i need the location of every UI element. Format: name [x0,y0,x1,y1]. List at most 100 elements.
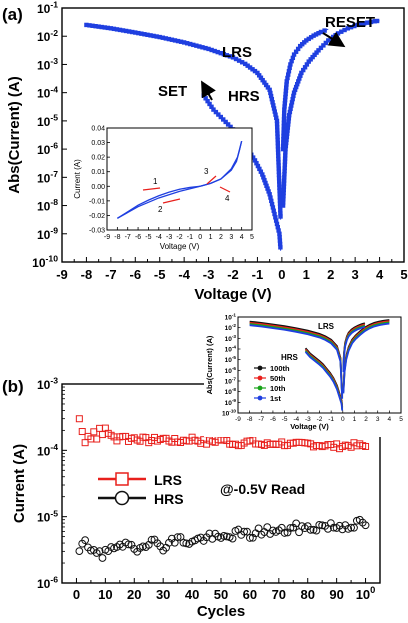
inset-x-tick-label-b: 0 [341,416,345,423]
marker-HRS_negative [255,163,261,169]
marker-LRS_negative [178,39,184,44]
inset-x-tick-label-a: -9 [104,234,110,241]
marker-HRS_negative [218,114,223,120]
marker-HRS_negative [264,183,269,188]
inset-y-tick-label-b: 10-2 [225,323,237,332]
marker-LRS_negative [160,35,165,40]
marker-LRS_positive [281,137,286,142]
hrs-marker [219,532,228,540]
marker-HRS_positive [286,113,292,118]
marker-HRS_positive [285,125,291,130]
hrs-marker [295,528,303,537]
marker-LRS_positive [304,38,309,43]
inset-x-tick-label-a: -6 [135,234,141,241]
marker-LRS_negative [218,50,223,56]
marker-HRS_negative [261,175,266,180]
inset-sweep-arrow-3 [206,175,217,185]
marker-LRS_positive [313,32,319,37]
marker-LRS_negative [123,28,129,34]
inset-x-tick-label-a: 3 [229,234,233,241]
legend-marker-hrs [114,490,130,506]
marker-HRS_negative [257,166,262,172]
marker-HRS_positive [283,143,289,149]
marker-HRS_positive [281,200,286,205]
marker-LRS_positive [316,31,321,36]
marker-LRS_negative [163,36,169,41]
marker-LRS_negative [206,46,211,52]
marker-LRS_negative [102,25,107,30]
legend-label-hrs: HRS [154,491,184,507]
inset-legend-label-10th: 10th [270,384,286,393]
marker-HRS_positive [342,27,347,33]
inset-x-tick-label-b: -2 [317,416,323,423]
marker-HRS_negative [213,109,219,115]
hrs-marker [361,521,370,530]
inset-y-tick-label-b: 10-10 [222,409,236,418]
marker-HRS_positive [284,134,290,139]
inset-y-tick-label-a: 0.02 [91,155,105,162]
marker-LRS_positive [284,85,289,90]
marker-HRS_negative [205,98,210,104]
x-tick-label-b: 60 [243,587,257,602]
marker-LRS_negative [275,140,280,146]
hrs-marker [139,542,147,551]
y-axis-title-a: Abs(Current) (A) [6,76,23,194]
marker-LRS_negative [277,198,283,203]
marker-LRS_negative [203,45,208,51]
marker-LRS_negative [148,33,153,38]
inset-curve-1st-3 [342,325,366,373]
lrs-marker [81,439,89,447]
marker-LRS_negative [154,34,159,39]
marker-LRS_negative [277,191,282,197]
marker-HRS_positive [316,48,321,53]
marker-LRS_positive [281,113,287,119]
marker-LRS_negative [277,195,283,200]
hrs-marker [306,525,315,534]
marker-LRS_negative [277,182,282,187]
marker-LRS_negative [145,32,150,38]
marker-HRS_positive [293,84,299,90]
marker-LRS_negative [262,80,267,85]
marker-LRS_positive [282,97,288,103]
inset-legend-label-100th: 100th [270,364,290,373]
marker-HRS_positive [348,24,354,30]
x-tick-label-a: 0 [278,267,285,282]
inset-sweep-label-2: 2 [158,205,163,214]
marker-HRS_positive [289,100,295,105]
marker-HRS_positive [281,190,286,196]
marker-LRS_negative [272,109,277,114]
inset-y-tick-label-b: 10-9 [225,398,237,407]
inset-y-tick-label-a: -0.03 [89,228,105,235]
marker-LRS_positive [281,130,286,135]
marker-LRS_negative [166,36,172,42]
marker-HRS_positive [283,153,288,158]
hrs-marker [240,527,249,536]
hrs-marker [347,523,355,532]
y-tick-label-a: 10-8 [37,197,58,213]
marker-LRS_negative [275,144,281,149]
marker-HRS_positive [296,79,301,84]
marker-LRS_negative [277,204,283,210]
annotation-hrs: HRS [228,88,260,105]
marker-LRS_positive [286,69,292,74]
inset-sweep-arrow-4 [219,186,231,193]
marker-LRS_positive [282,104,287,109]
hrs-marker [179,538,188,547]
marker-LRS_negative [221,52,227,57]
hrs-marker [228,534,237,543]
marker-HRS_positive [374,18,380,24]
marker-HRS_positive [291,90,297,95]
marker-LRS_positive [280,143,286,149]
marker-HRS_negative [269,198,274,204]
annotation-reset: RESET [325,14,375,31]
marker-LRS_negative [276,156,281,162]
marker-HRS_positive [281,181,287,186]
marker-LRS_positive [290,55,296,61]
inset-x-tick-label-b: 2 [364,416,368,423]
marker-LRS_negative [265,85,271,90]
x-tick-label-a: -3 [203,267,215,282]
inset-x-title-b: Voltage (V) [290,422,329,431]
marker-LRS_negative [181,40,187,45]
marker-LRS_negative [243,61,248,67]
hrs-marker [315,520,324,529]
